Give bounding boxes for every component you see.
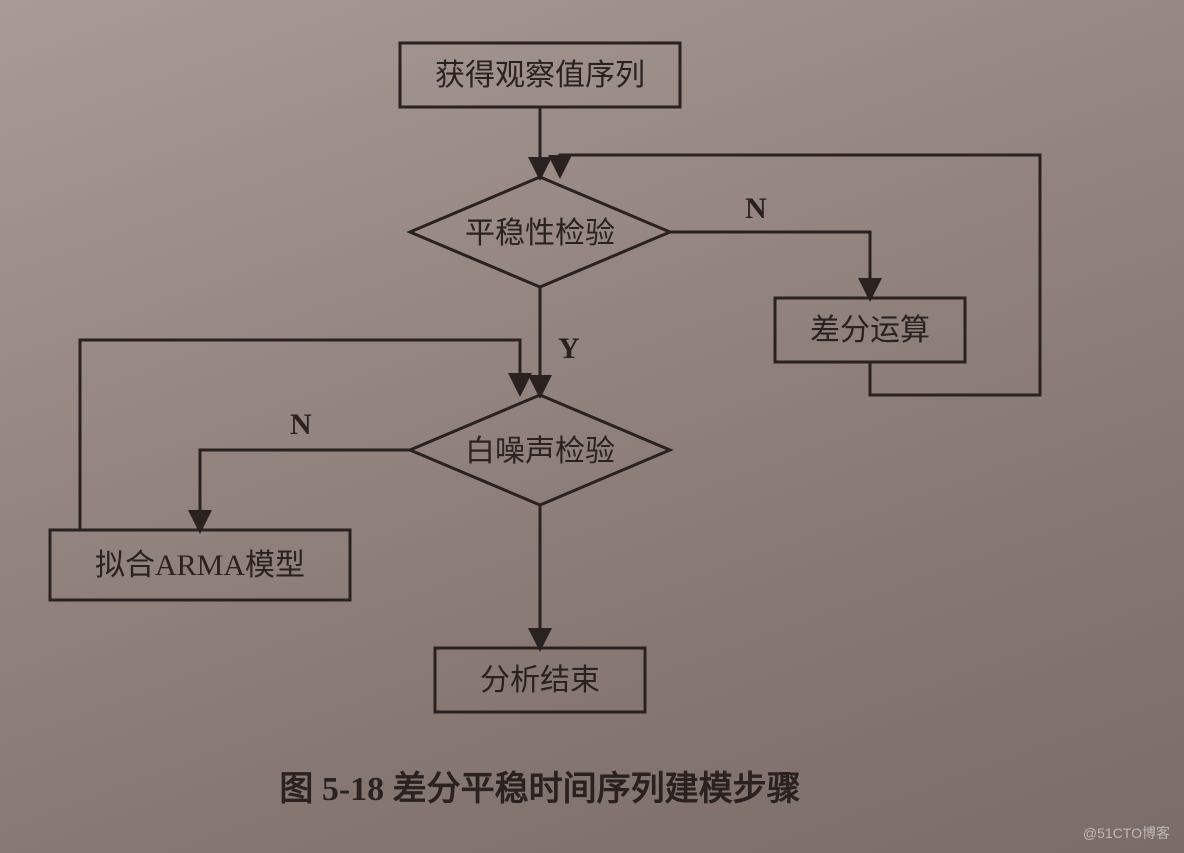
node-difference: 差分运算 <box>775 298 965 362</box>
node-arma-fit: 拟合ARMA模型 <box>50 530 350 600</box>
node-stationarity-test: 平稳性检验 <box>410 177 670 287</box>
flowchart-diagram: 获得观察值序列 平稳性检验 N 差分运算 Y 白噪声检验 N 拟合ARMA模型 <box>0 0 1184 853</box>
edge-label-station-n: N <box>745 192 767 225</box>
node-white-label: 白噪声检验 <box>465 435 615 468</box>
node-end: 分析结束 <box>435 648 645 712</box>
edge-label-station-y: Y <box>558 332 580 365</box>
node-start: 获得观察值序列 <box>400 43 680 107</box>
edge-label-white-n: N <box>290 408 312 441</box>
figure-caption: 图 5-18 差分平稳时间序列建模步骤 <box>279 770 800 808</box>
node-start-label: 获得观察值序列 <box>435 59 645 92</box>
node-diff-label: 差分运算 <box>810 314 930 347</box>
node-station-label: 平稳性检验 <box>465 217 615 250</box>
node-white-noise-test: 白噪声检验 <box>410 395 670 505</box>
watermark-text: @51CTO博客 <box>1083 823 1170 843</box>
edge-station-white: Y <box>540 287 580 395</box>
edge-diff-station-loop <box>560 155 1040 395</box>
node-end-label: 分析结束 <box>480 664 600 697</box>
node-arma-label: 拟合ARMA模型 <box>95 549 305 582</box>
edge-white-arma: N <box>200 408 410 530</box>
edge-station-diff: N <box>670 192 870 298</box>
